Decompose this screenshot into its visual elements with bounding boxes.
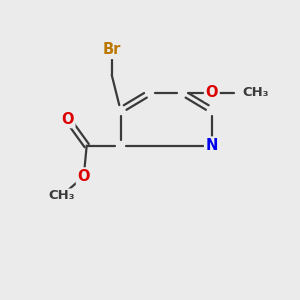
Text: O: O	[61, 112, 74, 127]
Text: Br: Br	[103, 42, 121, 57]
Text: CH₃: CH₃	[48, 189, 75, 202]
Text: N: N	[206, 138, 218, 153]
Text: O: O	[206, 85, 218, 100]
Text: O: O	[77, 169, 90, 184]
Text: CH₃: CH₃	[242, 86, 269, 99]
